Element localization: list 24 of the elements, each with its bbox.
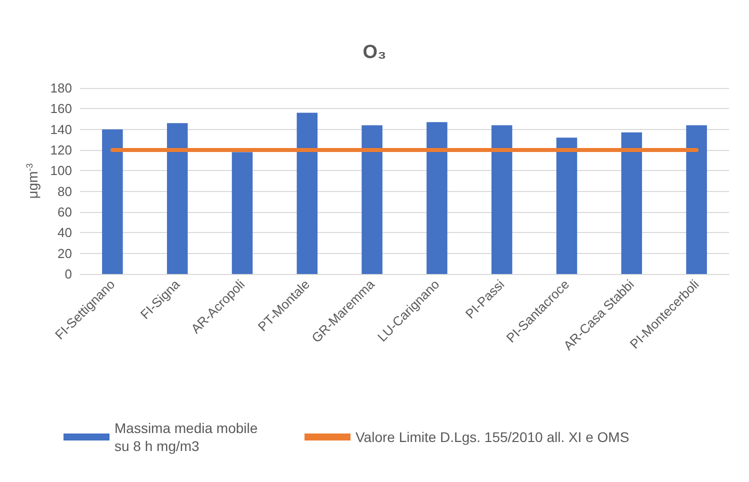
y-tick-label: 160 [50, 101, 72, 116]
bar [166, 123, 188, 274]
legend-label: Valore Limite D.Lgs. 155/2010 all. XI e OMS [356, 429, 630, 445]
bar [102, 129, 123, 274]
y-tick-label: 80 [58, 184, 72, 199]
bar [232, 152, 253, 274]
y-axis-title: μgm-3 [24, 163, 40, 199]
chart-title: O₃ [362, 42, 386, 63]
y-tick-label: 40 [58, 225, 72, 240]
bar [296, 112, 318, 274]
bar [491, 125, 512, 274]
bar [426, 122, 448, 274]
bar [686, 125, 707, 274]
bar [621, 132, 642, 274]
bar [556, 138, 578, 274]
y-tick-label: 100 [50, 163, 72, 178]
y-tick-label: 140 [50, 122, 72, 137]
y-tick-label: 180 [50, 80, 72, 96]
y-tick-label: 120 [50, 142, 72, 158]
y-tick-label: 60 [58, 204, 72, 220]
legend-label: Massima media mobile su 8 h mg/m3 [114, 420, 262, 454]
bar [362, 125, 382, 274]
y-tick-label: 20 [58, 246, 72, 261]
y-tick-label: 0 [64, 266, 72, 282]
